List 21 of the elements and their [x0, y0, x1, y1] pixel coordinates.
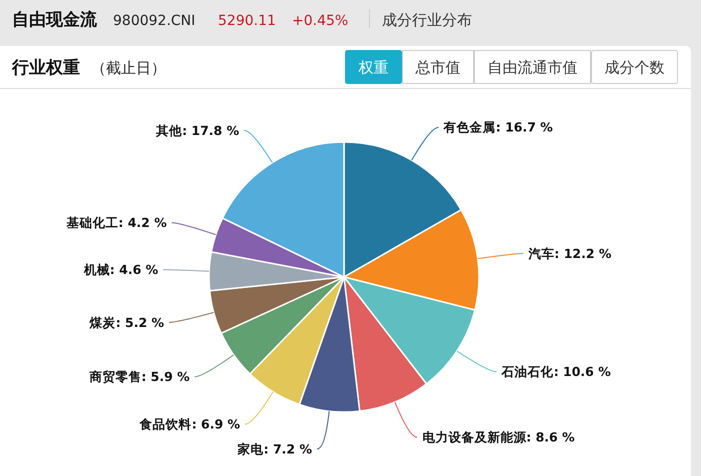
slice-label: 机械: 4.6 % — [82, 262, 159, 278]
chart-title: 行业权重 — [11, 58, 80, 78]
text: 980092.CNI — [113, 13, 196, 29]
tab-button[interactable]: 成分个数 — [591, 50, 678, 84]
slice-label: 汽车: 12.2 % — [527, 246, 612, 261]
slice-label: 有色金属: 16.7 % — [442, 120, 554, 135]
chart-subtitle: （截止日） — [91, 59, 166, 77]
text: 成分行业分布 — [382, 11, 472, 29]
slice-label: 其他: 17.8 % — [155, 122, 240, 138]
slice-label: 家电: 7.2 % — [236, 441, 312, 456]
tab-button[interactable]: 总市值 — [402, 50, 474, 84]
tab-button[interactable]: 自由流通市值 — [474, 50, 591, 84]
slice-label: 基础化工: 4.2 % — [65, 215, 168, 230]
text: 自由现金流 — [12, 10, 98, 30]
slice-label: 电力设备及新能源: 8.6 % — [422, 430, 576, 445]
text: 5290.11 — [218, 13, 276, 29]
text: +0.45% — [292, 13, 348, 29]
slice-label: 商贸零售: 5.9 % — [88, 369, 190, 384]
slice-label: 石油石化: 10.6 % — [500, 364, 612, 380]
slice-label: 食品饮料: 6.9 % — [138, 416, 241, 432]
slice-label: 煤炭: 5.2 % — [88, 314, 165, 330]
